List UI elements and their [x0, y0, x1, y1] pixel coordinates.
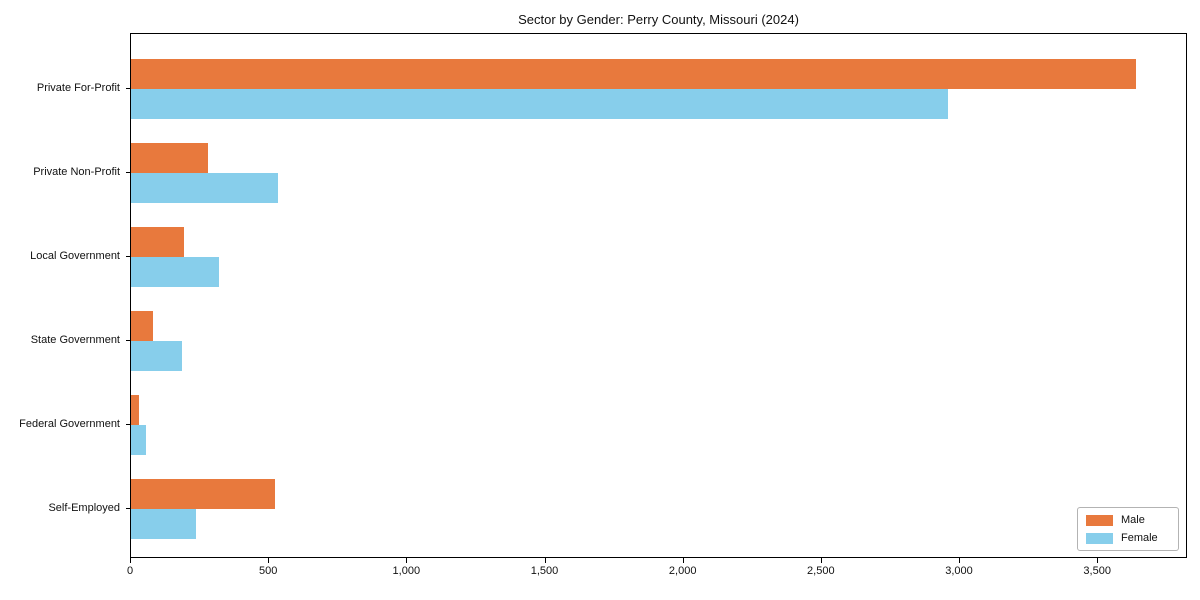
bar-male-local-government: [131, 227, 184, 257]
y-axis-label-self-employed: Self-Employed: [48, 502, 120, 514]
legend-row-female: Female: [1086, 532, 1170, 544]
bar-male-self-employed: [131, 479, 275, 509]
x-tick-label-1000: 1,000: [392, 565, 421, 577]
x-tick-mark: [959, 558, 960, 563]
y-tick-mark: [126, 424, 130, 425]
x-tick-mark: [130, 558, 131, 563]
x-tick-label-500: 500: [259, 565, 278, 577]
legend: Male Female: [1077, 507, 1179, 551]
y-tick-mark: [126, 508, 130, 509]
legend-label-female: Female: [1121, 532, 1158, 544]
bar-male-private-for-profit: [131, 59, 1136, 89]
y-axis-label-local-government: Local Government: [30, 250, 120, 262]
y-axis-label-federal-government: Federal Government: [19, 418, 120, 430]
bar-female-private-for-profit: [131, 89, 948, 119]
x-tick-mark: [820, 558, 822, 563]
x-tick-label-2000: 2,000: [668, 565, 697, 577]
x-tick-mark: [1097, 558, 1099, 563]
plot-area: Male Female: [130, 33, 1187, 558]
y-tick-mark: [126, 172, 130, 173]
y-axis-label-private-for-profit: Private For-Profit: [36, 82, 120, 94]
x-tick-mark: [682, 558, 684, 563]
legend-swatch-male: [1086, 514, 1113, 526]
y-tick-mark: [126, 340, 130, 341]
y-tick-mark: [126, 256, 130, 257]
bar-female-state-government: [131, 341, 183, 371]
y-axis-label-private-non-profit: Private Non-Profit: [33, 166, 120, 178]
y-axis-label-state-government: State Government: [30, 334, 120, 346]
bar-female-self-employed: [131, 509, 196, 539]
x-tick-label-3500: 3,500: [1083, 565, 1111, 577]
bar-male-state-government: [131, 311, 154, 341]
legend-row-male: Male: [1086, 514, 1170, 526]
x-tick-mark: [406, 558, 408, 563]
x-tick-mark: [544, 558, 546, 563]
legend-swatch-female: [1086, 532, 1113, 544]
bar-male-private-non-profit: [131, 143, 209, 173]
x-tick-label-3000: 3,000: [945, 565, 973, 577]
bar-female-private-non-profit: [131, 173, 278, 203]
x-tick-mark: [268, 558, 270, 563]
bar-female-local-government: [131, 257, 220, 287]
bar-female-federal-government: [131, 425, 147, 455]
legend-label-male: Male: [1121, 514, 1145, 526]
x-tick-label-0: 0: [126, 565, 134, 577]
x-tick-label-2500: 2,500: [807, 565, 835, 577]
y-tick-mark: [126, 88, 130, 89]
x-tick-label-1500: 1,500: [530, 565, 559, 577]
chart-title: Sector by Gender: Perry County, Missouri…: [518, 12, 799, 27]
bar-male-federal-government: [131, 395, 140, 425]
